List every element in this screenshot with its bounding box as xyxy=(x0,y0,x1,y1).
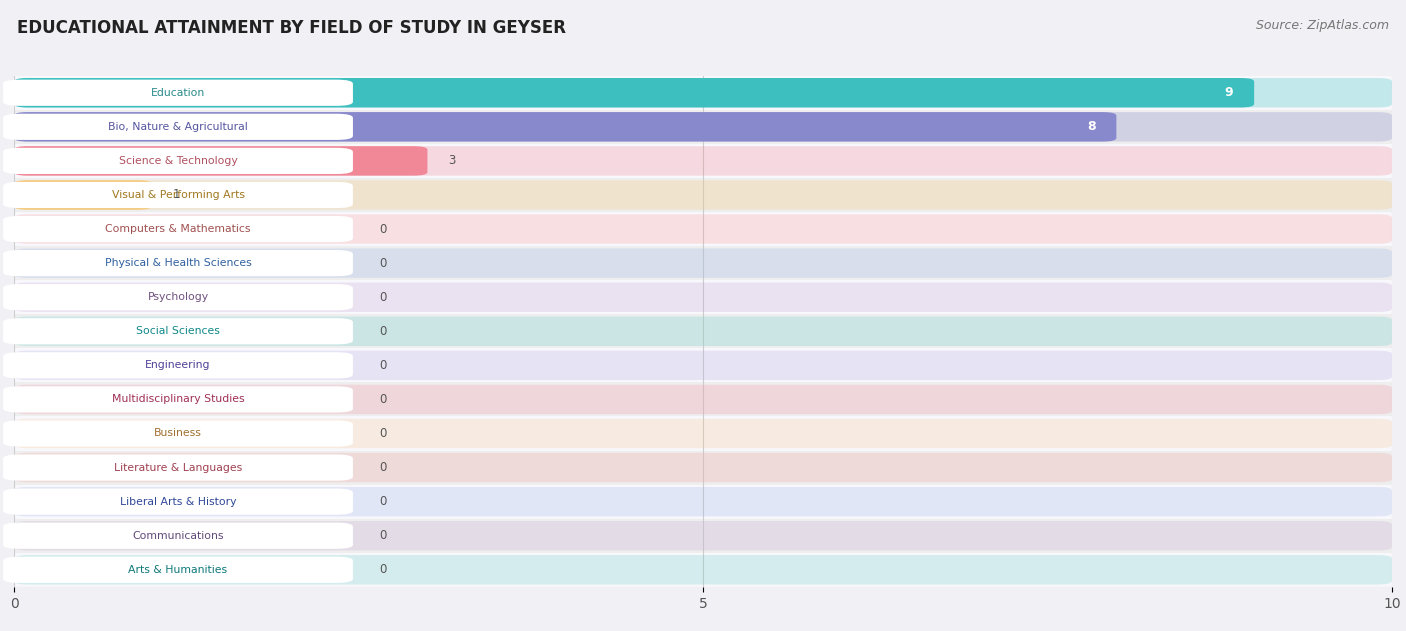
FancyBboxPatch shape xyxy=(3,80,353,106)
FancyBboxPatch shape xyxy=(14,180,152,209)
FancyBboxPatch shape xyxy=(3,522,353,549)
Text: Psychology: Psychology xyxy=(148,292,208,302)
Text: Physical & Health Sciences: Physical & Health Sciences xyxy=(104,258,252,268)
Text: 1: 1 xyxy=(173,189,180,201)
Text: 0: 0 xyxy=(380,393,387,406)
FancyBboxPatch shape xyxy=(3,386,353,413)
Text: 0: 0 xyxy=(380,529,387,542)
Bar xyxy=(14,553,1392,587)
FancyBboxPatch shape xyxy=(14,78,1392,107)
Bar xyxy=(14,178,1392,212)
Bar xyxy=(14,280,1392,314)
Bar xyxy=(14,246,1392,280)
FancyBboxPatch shape xyxy=(14,419,1392,448)
FancyBboxPatch shape xyxy=(3,216,353,242)
FancyBboxPatch shape xyxy=(3,454,353,481)
Bar xyxy=(14,451,1392,485)
Text: 0: 0 xyxy=(380,291,387,304)
FancyBboxPatch shape xyxy=(14,453,1392,482)
Bar xyxy=(14,144,1392,178)
Text: Social Sciences: Social Sciences xyxy=(136,326,219,336)
FancyBboxPatch shape xyxy=(3,420,353,447)
Bar xyxy=(14,348,1392,382)
Text: Bio, Nature & Agricultural: Bio, Nature & Agricultural xyxy=(108,122,247,132)
Bar xyxy=(14,416,1392,451)
Text: Multidisciplinary Studies: Multidisciplinary Studies xyxy=(111,394,245,404)
Bar xyxy=(14,519,1392,553)
Text: Education: Education xyxy=(150,88,205,98)
Text: Communications: Communications xyxy=(132,531,224,541)
FancyBboxPatch shape xyxy=(14,146,1392,175)
FancyBboxPatch shape xyxy=(14,112,1392,141)
FancyBboxPatch shape xyxy=(3,182,353,208)
FancyBboxPatch shape xyxy=(3,148,353,174)
Text: 0: 0 xyxy=(380,563,387,576)
Text: 0: 0 xyxy=(380,427,387,440)
FancyBboxPatch shape xyxy=(3,318,353,345)
FancyBboxPatch shape xyxy=(3,352,353,379)
Text: Computers & Mathematics: Computers & Mathematics xyxy=(105,224,250,234)
Text: Literature & Languages: Literature & Languages xyxy=(114,463,242,473)
Text: Engineering: Engineering xyxy=(145,360,211,370)
FancyBboxPatch shape xyxy=(14,112,1116,141)
FancyBboxPatch shape xyxy=(14,180,1392,209)
FancyBboxPatch shape xyxy=(14,283,1392,312)
Text: 0: 0 xyxy=(380,223,387,235)
Text: 0: 0 xyxy=(380,495,387,508)
Text: 8: 8 xyxy=(1087,121,1095,133)
Bar xyxy=(14,212,1392,246)
Text: EDUCATIONAL ATTAINMENT BY FIELD OF STUDY IN GEYSER: EDUCATIONAL ATTAINMENT BY FIELD OF STUDY… xyxy=(17,19,565,37)
Text: 9: 9 xyxy=(1225,86,1233,99)
Bar xyxy=(14,314,1392,348)
FancyBboxPatch shape xyxy=(3,284,353,310)
Text: 3: 3 xyxy=(449,155,456,167)
FancyBboxPatch shape xyxy=(14,521,1392,550)
Bar xyxy=(14,485,1392,519)
Text: Science & Technology: Science & Technology xyxy=(118,156,238,166)
FancyBboxPatch shape xyxy=(14,249,1392,278)
Text: Arts & Humanities: Arts & Humanities xyxy=(128,565,228,575)
FancyBboxPatch shape xyxy=(3,557,353,583)
Text: Business: Business xyxy=(155,428,202,439)
Bar xyxy=(14,382,1392,416)
FancyBboxPatch shape xyxy=(14,317,1392,346)
FancyBboxPatch shape xyxy=(14,215,1392,244)
Text: 0: 0 xyxy=(380,461,387,474)
FancyBboxPatch shape xyxy=(14,555,1392,584)
Text: Visual & Performing Arts: Visual & Performing Arts xyxy=(111,190,245,200)
FancyBboxPatch shape xyxy=(3,114,353,140)
Text: Liberal Arts & History: Liberal Arts & History xyxy=(120,497,236,507)
Text: 0: 0 xyxy=(380,257,387,269)
Bar xyxy=(14,110,1392,144)
Bar xyxy=(14,76,1392,110)
FancyBboxPatch shape xyxy=(14,146,427,175)
Text: 0: 0 xyxy=(380,325,387,338)
FancyBboxPatch shape xyxy=(14,487,1392,516)
Text: Source: ZipAtlas.com: Source: ZipAtlas.com xyxy=(1256,19,1389,32)
Text: 0: 0 xyxy=(380,359,387,372)
FancyBboxPatch shape xyxy=(14,385,1392,414)
FancyBboxPatch shape xyxy=(14,351,1392,380)
FancyBboxPatch shape xyxy=(3,250,353,276)
FancyBboxPatch shape xyxy=(3,488,353,515)
FancyBboxPatch shape xyxy=(14,78,1254,107)
